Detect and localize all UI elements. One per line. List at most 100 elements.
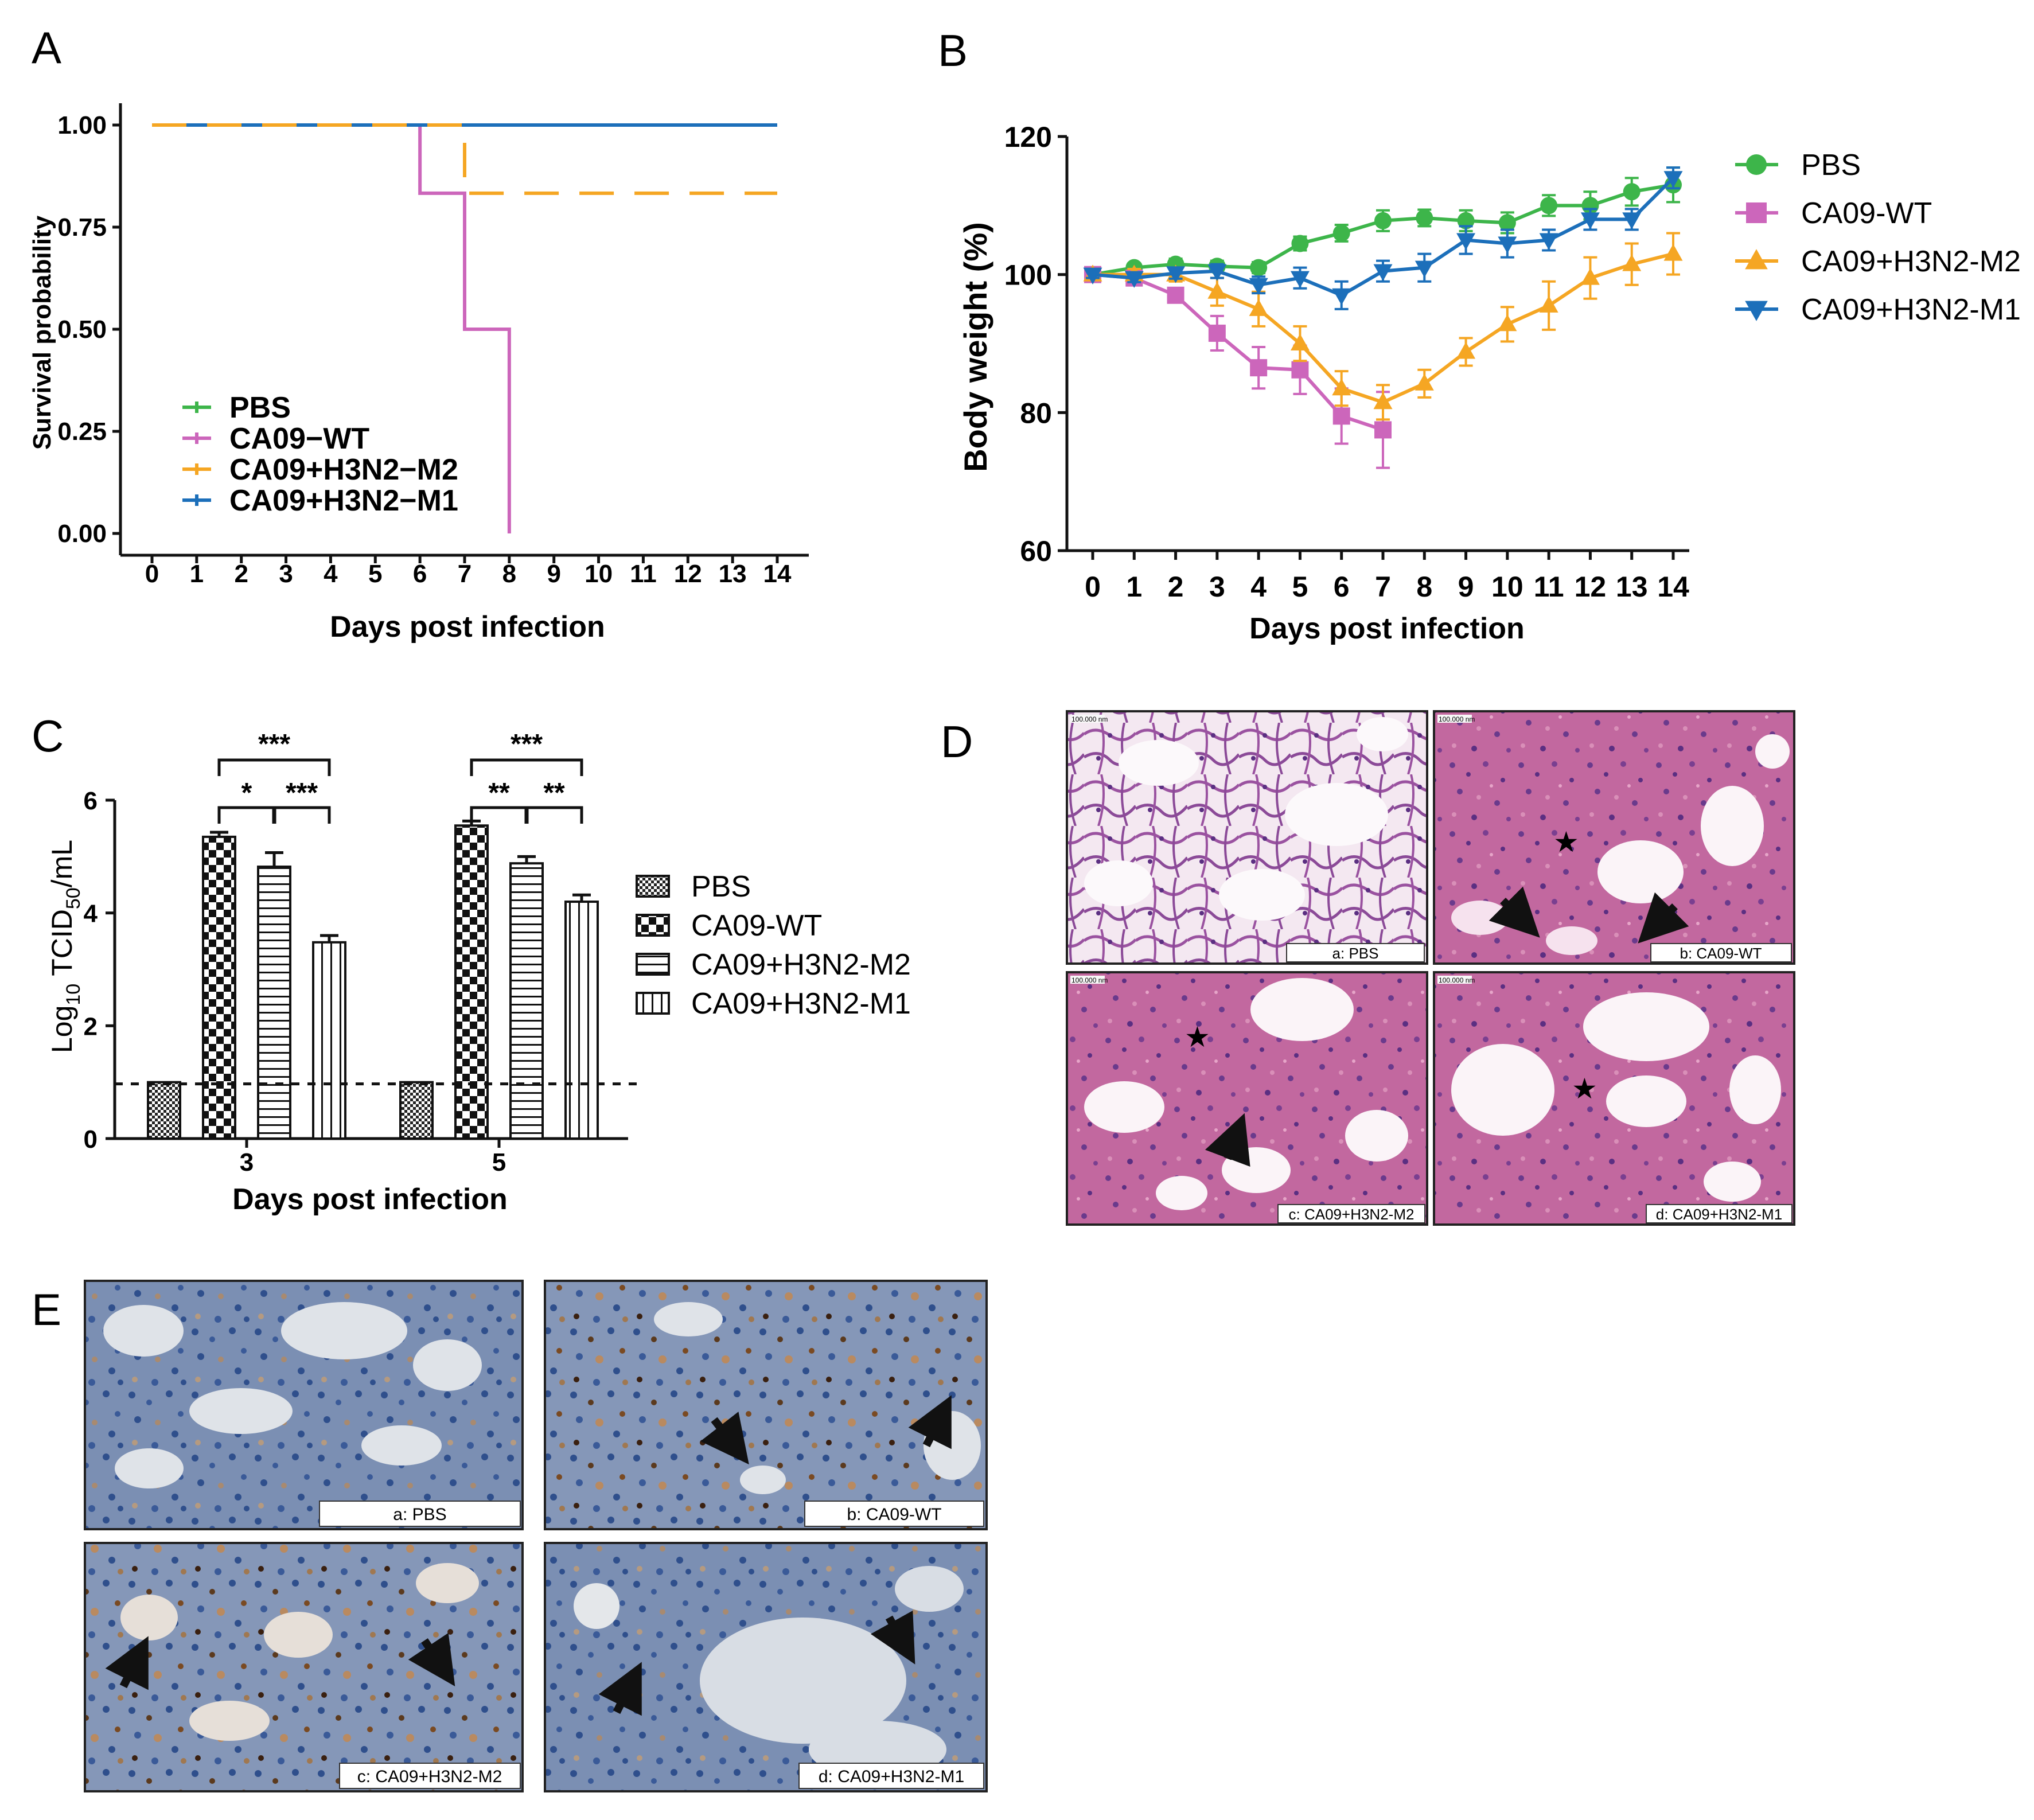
titer-y-label: Log10 TCID50/mL — [46, 840, 84, 1053]
arrow-b1 — [1489, 886, 1540, 938]
survival-x-tick-label: 1 — [190, 560, 204, 588]
titer-legend-swatch — [636, 914, 670, 937]
survival-x-tick-label: 10 — [585, 560, 613, 588]
ihc-micrograph-a: a: PBS — [84, 1280, 524, 1530]
he-scale-b: 100.000 nm — [1439, 715, 1475, 723]
titer-bar — [312, 941, 346, 1140]
survival-y-label: Survival probability — [28, 215, 56, 450]
survival-y-tick-label: 1.00 — [57, 111, 107, 139]
survival-y-tick-label: 0.50 — [57, 315, 107, 344]
weight-point — [1374, 421, 1392, 439]
he-micrograph-d: ★ 100.000 nm d: CA09+H3N2-M1 — [1433, 971, 1795, 1226]
he-scale-c: 100.000 nm — [1071, 976, 1108, 984]
weight-x-tick-label: 11 — [1534, 571, 1564, 603]
titer-significance: **** ******** ** — [217, 729, 583, 824]
weight-point — [1373, 392, 1393, 410]
weight-point — [1249, 299, 1268, 316]
weight-point — [1539, 295, 1558, 313]
sig-stars-left: ** — [488, 778, 510, 808]
titer-bar — [564, 901, 599, 1140]
lesion-star-b: ★ — [1553, 826, 1579, 858]
titer-y-tick-label: 6 — [84, 787, 98, 815]
panel-letter-a: A — [32, 22, 61, 73]
he-label-a: a: PBS — [1332, 945, 1379, 962]
survival-y-tick-label: 0.00 — [57, 520, 107, 548]
weight-point — [1290, 333, 1310, 350]
survival-x-tick-label: 13 — [719, 560, 747, 588]
survival-x-tick-label: 12 — [674, 560, 702, 588]
weight-point — [1250, 259, 1268, 276]
weight-point — [1580, 212, 1600, 229]
weight-x-tick-label: 6 — [1334, 571, 1350, 603]
weight-point — [1415, 373, 1434, 391]
weight-x-tick-label: 5 — [1292, 571, 1308, 603]
titer-bar — [454, 824, 489, 1140]
ihc-micrograph-c: c: CA09+H3N2-M2 — [84, 1542, 524, 1792]
arrow-e-c1 — [105, 1636, 149, 1690]
survival-legend-label: CA09−WT — [229, 422, 369, 455]
weight-legend-label: CA09+H3N2-M2 — [1801, 245, 2021, 278]
weight-point — [1250, 359, 1268, 377]
titer-legend-label: CA09-WT — [691, 909, 822, 942]
titer-y-tick-label: 2 — [84, 1012, 98, 1040]
weight-point — [1124, 271, 1144, 288]
weight-x-tick-label: 12 — [1575, 571, 1607, 603]
weight-x-tick-label: 1 — [1126, 571, 1142, 603]
panel-letter-d: D — [941, 716, 973, 767]
titer-x-tick-label: 5 — [492, 1148, 506, 1176]
sig-bracket-top — [470, 758, 583, 776]
weight-point — [1498, 314, 1517, 332]
arrow-e-d1 — [598, 1662, 642, 1716]
weight-legend: PBS CA09-WT CA09+H3N2-M2 CA09+H3N2-M1 — [1735, 149, 2021, 326]
weight-y-label: Body weight (%) — [957, 222, 993, 472]
weight-point — [1456, 342, 1476, 359]
weight-point — [1332, 224, 1350, 242]
arrow-e-d2 — [870, 1610, 915, 1665]
survival-line-2 — [152, 123, 777, 195]
titer-x-label: Days post infection — [232, 1183, 508, 1216]
weight-point — [1167, 286, 1184, 304]
weight-point — [1456, 233, 1476, 250]
weight-point — [1457, 212, 1475, 229]
titer-legend-label: CA09+H3N2-M2 — [691, 948, 911, 981]
survival-x-tick-label: 6 — [413, 560, 427, 588]
weight-y-tick-label: 60 — [1020, 535, 1052, 567]
he-label-d: d: CA09+H3N2-M1 — [1656, 1206, 1782, 1223]
titer-bar — [202, 835, 236, 1140]
arrow-e-b2 — [908, 1395, 952, 1449]
weight-x-tick-label: 10 — [1491, 571, 1523, 603]
ihc-label-b: b: CA09-WT — [847, 1505, 941, 1524]
survival-x-tick-label: 9 — [547, 560, 560, 588]
arrow-c1 — [1205, 1113, 1250, 1167]
titer-legend-swatch — [636, 875, 670, 898]
sig-stars-right: ** — [543, 778, 565, 808]
survival-x-tick-label: 5 — [368, 560, 382, 588]
ihc-micrograph-d: d: CA09+H3N2-M1 — [544, 1542, 988, 1792]
weight-point — [1622, 254, 1642, 271]
survival-chart: 0.000.250.500.751.000 1 2 3 4 5 6 7 8 9 10 11 12 13 14… — [28, 103, 809, 644]
he-micrograph-b: ★ 100.000 nm b: CA09-WT — [1433, 710, 1795, 965]
sig-stars-top: *** — [258, 729, 290, 759]
arrow-b2 — [1638, 892, 1689, 944]
titer-legend-label: CA09+H3N2-M1 — [691, 987, 911, 1020]
survival-x-tick-label: 2 — [234, 560, 248, 588]
survival-x-tick-label: 8 — [502, 560, 516, 588]
weight-legend-marker — [1746, 202, 1767, 223]
he-micrographs: 100.000 nm a: PBS ★ 100.000 nm b: CA09-W… — [1066, 710, 1795, 1226]
weight-x-tick-label: 8 — [1416, 571, 1432, 603]
weight-series — [1083, 166, 1683, 469]
titer-legend-label: PBS — [691, 870, 751, 903]
sig-stars-left: * — [241, 778, 252, 808]
weight-point — [1166, 266, 1186, 283]
weight-x-tick-label: 2 — [1168, 571, 1184, 603]
weight-point — [1290, 271, 1310, 288]
weight-x-tick-label: 7 — [1375, 571, 1391, 603]
panel-letter-e: E — [32, 1284, 61, 1335]
survival-series — [152, 123, 777, 533]
weight-point — [1416, 209, 1433, 227]
lesion-star-d: ★ — [1572, 1073, 1597, 1105]
survival-x-tick-label: 4 — [324, 560, 338, 588]
sig-stars-right: *** — [286, 778, 318, 808]
lesion-star-c: ★ — [1184, 1021, 1210, 1053]
